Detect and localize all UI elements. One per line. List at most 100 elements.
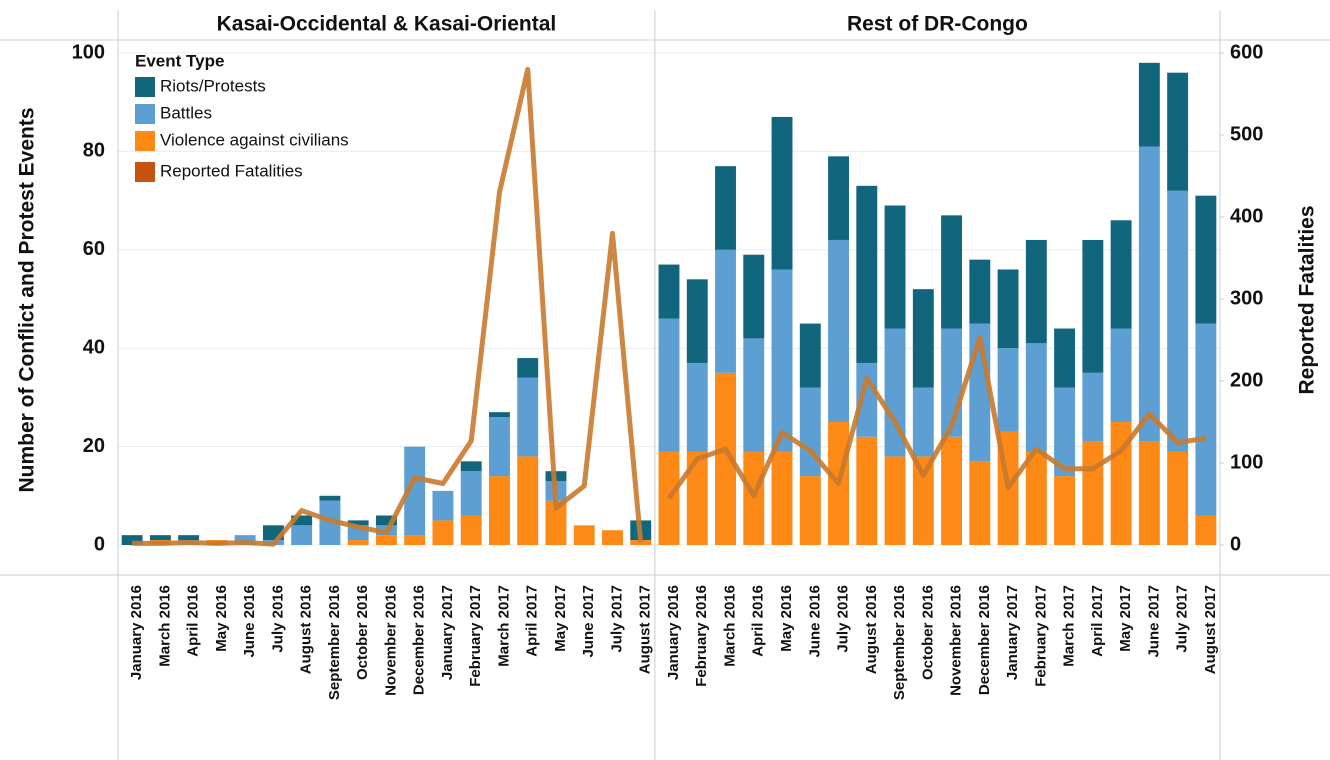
- y2-tick-label: 0: [1230, 533, 1241, 555]
- bar-segment: [460, 515, 482, 545]
- legend-title: Event Type: [135, 51, 224, 70]
- y-tick-label: 40: [83, 336, 105, 358]
- bar-segment: [884, 205, 906, 329]
- legend-label: Violence against civilians: [160, 130, 349, 149]
- x-tick-label: November 2016: [382, 585, 399, 696]
- bar-segment: [1025, 343, 1047, 452]
- bar-segment: [517, 377, 539, 457]
- x-tick-label: February 2017: [1032, 585, 1049, 687]
- legend-swatch: [135, 104, 155, 124]
- bar-segment: [658, 264, 680, 319]
- bar-segment: [1025, 239, 1047, 344]
- bar-segment: [884, 328, 906, 457]
- bar-segment: [1054, 387, 1076, 477]
- x-tick-label: January 2016: [128, 585, 145, 680]
- bar-segment: [545, 500, 567, 545]
- bar-segment: [489, 412, 510, 418]
- x-tick-label: March 2016: [721, 585, 738, 667]
- x-tick-label: April 2017: [1089, 585, 1106, 657]
- x-tick-label: September 2016: [326, 585, 343, 700]
- panel-title: Rest of DR-Congo: [847, 13, 1028, 36]
- x-tick-label: June 2017: [1145, 585, 1162, 658]
- legend-label: Battles: [160, 103, 212, 122]
- bar-segment: [347, 520, 369, 526]
- bar-segment: [856, 436, 878, 545]
- x-tick-label: October 2016: [354, 585, 371, 680]
- x-tick-label: July 2016: [835, 585, 852, 653]
- bar-segment: [997, 269, 1019, 349]
- x-tick-label: December 2016: [976, 585, 993, 695]
- bar-segment: [602, 530, 623, 545]
- x-tick-label: August 2016: [863, 585, 880, 674]
- y2-axis-label: Reported Fatalities: [1296, 205, 1319, 394]
- bar-segment: [489, 476, 510, 545]
- bar-segment: [686, 279, 708, 363]
- bar-segment: [517, 456, 539, 545]
- bar-segment: [291, 515, 313, 526]
- bar-segment: [969, 461, 991, 545]
- x-tick-label: January 2017: [439, 585, 456, 680]
- bar-segment: [941, 436, 963, 545]
- bar-segment: [771, 451, 793, 545]
- x-tick-label: May 2017: [552, 585, 569, 652]
- y2-tick-label: 200: [1230, 369, 1263, 391]
- bar-segment: [1138, 62, 1160, 147]
- y2-tick-label: 100: [1230, 451, 1263, 473]
- x-tick-label: July 2017: [1174, 585, 1191, 653]
- bar-segment: [686, 451, 708, 545]
- x-tick-label: November 2016: [948, 585, 965, 696]
- legend-label: Reported Fatalities: [160, 161, 303, 180]
- bar-segment: [347, 540, 369, 545]
- bar-segment: [1195, 515, 1217, 545]
- x-tick-label: August 2017: [637, 585, 654, 674]
- y2-tick-label: 300: [1230, 287, 1263, 309]
- bar-segment: [1054, 476, 1076, 545]
- x-tick-label: April 2016: [185, 585, 202, 657]
- x-tick-label: August 2017: [1202, 585, 1219, 674]
- x-tick-label: July 2016: [269, 585, 286, 653]
- bar-segment: [912, 387, 934, 457]
- bar-segment: [1082, 239, 1104, 373]
- bar-segment: [856, 185, 878, 363]
- x-tick-label: January 2016: [665, 585, 682, 680]
- bar-segment: [743, 338, 765, 452]
- bar-segment: [121, 535, 143, 545]
- x-tick-label: April 2017: [524, 585, 541, 657]
- bar-segment: [1195, 195, 1217, 324]
- bar-segment: [743, 254, 765, 339]
- x-tick-label: May 2017: [1117, 585, 1134, 652]
- y2-tick-label: 600: [1230, 41, 1263, 63]
- bar-segment: [517, 358, 539, 378]
- x-tick-label: May 2016: [213, 585, 230, 652]
- bar-segment: [1167, 451, 1189, 545]
- bar-segment: [460, 471, 482, 516]
- legend-swatch: [135, 77, 155, 97]
- x-tick-label: October 2016: [919, 585, 936, 680]
- bar-segment: [884, 456, 906, 545]
- bar-segment: [997, 348, 1019, 432]
- bar-segment: [912, 289, 934, 388]
- x-tick-label: February 2017: [467, 585, 484, 687]
- bar-segment: [375, 535, 397, 545]
- bar-segment: [1138, 441, 1160, 545]
- bar-segment: [178, 535, 200, 541]
- bar-segment: [1082, 441, 1104, 545]
- x-tick-label: March 2017: [1061, 585, 1078, 667]
- x-tick-label: January 2017: [1004, 585, 1021, 680]
- y-tick-label: 60: [83, 238, 105, 260]
- x-tick-label: July 2017: [608, 585, 625, 653]
- fatalities-line: [666, 335, 1207, 500]
- bar-segment: [686, 362, 708, 452]
- bar-segment: [771, 116, 793, 270]
- y-tick-label: 100: [72, 41, 105, 63]
- bar-segment: [1025, 451, 1047, 545]
- x-tick-label: June 2016: [241, 585, 258, 658]
- x-tick-label: March 2017: [495, 585, 512, 667]
- x-tick-label: June 2017: [580, 585, 597, 658]
- bar-segment: [715, 249, 736, 373]
- bar-segment: [771, 269, 793, 452]
- bar-segment: [1110, 220, 1132, 329]
- x-tick-label: August 2016: [298, 585, 315, 674]
- x-tick-label: December 2016: [411, 585, 428, 695]
